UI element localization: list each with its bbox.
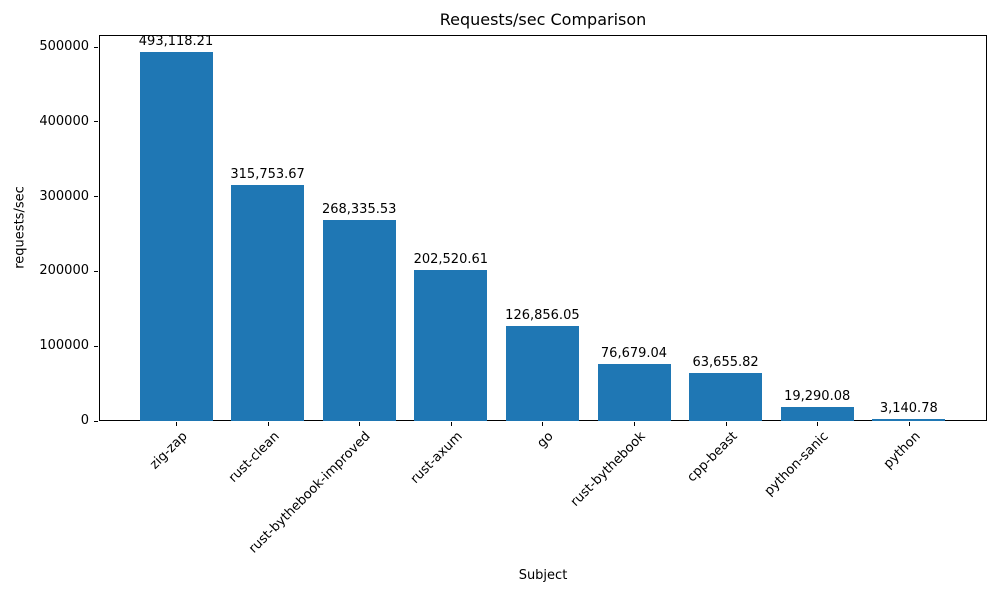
y-tick-mark: [94, 46, 98, 48]
x-tick-mark: [817, 422, 819, 426]
x-tick-label: rust-bythebook: [567, 429, 649, 510]
y-tick-mark: [94, 196, 98, 198]
x-tick-label: cpp-beast: [684, 429, 741, 486]
bar-value-label: 315,753.67: [230, 166, 305, 182]
x-tick-label: python-sanic: [761, 429, 832, 499]
x-axis-label: Subject: [518, 568, 568, 583]
x-tick-label: rust-axum: [407, 429, 466, 487]
bar-value-label: 19,290.08: [784, 388, 851, 404]
bar-value-label: 126,856.05: [505, 308, 580, 324]
bar-value-label: 63,655.82: [692, 355, 759, 371]
x-tick-mark: [450, 422, 452, 426]
y-tick-label: 400000: [39, 113, 89, 129]
x-tick-label: rust-clean: [225, 429, 283, 486]
bar-zig-zap: [139, 52, 213, 421]
chart-title: Requests/sec Comparison: [439, 10, 647, 29]
bar-rust-clean: [231, 184, 305, 421]
bar-value-label: 268,335.53: [321, 202, 397, 218]
x-tick-mark: [725, 422, 727, 426]
x-tick-label: python: [880, 429, 924, 472]
bar-python: [872, 418, 946, 421]
bar-rust-bythebook-improved: [322, 220, 396, 421]
y-tick-mark: [94, 345, 98, 347]
bar-value-label: 76,679.04: [600, 345, 668, 361]
bar-python-sanic: [780, 406, 854, 421]
x-tick-mark: [176, 422, 177, 426]
bar-rust-bythebook: [597, 363, 671, 421]
bar-cpp-beast: [689, 373, 763, 421]
y-tick-mark: [94, 270, 98, 272]
y-tick-label: 0: [80, 413, 89, 428]
x-tick-label: go: [534, 429, 557, 452]
y-tick-mark: [94, 121, 98, 123]
x-tick-mark: [267, 422, 269, 426]
x-tick-mark: [908, 422, 910, 426]
x-tick-mark: [542, 422, 544, 426]
y-tick-label: 200000: [39, 263, 89, 279]
bar-go: [505, 326, 579, 421]
y-tick-label: 100000: [39, 338, 89, 354]
bar-value-label: 493,118.21: [138, 34, 214, 50]
y-tick-label: 500000: [39, 39, 89, 54]
y-tick-mark: [94, 420, 98, 422]
bar-value-label: 3,140.78: [879, 400, 938, 416]
bar-rust-axum: [414, 269, 488, 421]
bar-value-label: 202,520.61: [413, 251, 489, 267]
y-tick-label: 300000: [39, 188, 89, 204]
y-axis-label: requests/sec: [12, 186, 28, 269]
x-tick-mark: [634, 422, 635, 426]
x-tick-label: zig-zap: [147, 429, 191, 473]
x-tick-mark: [359, 422, 361, 426]
